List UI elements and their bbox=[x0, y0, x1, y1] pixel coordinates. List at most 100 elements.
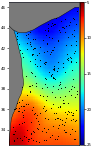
Point bbox=[55, 138, 56, 141]
Point bbox=[46, 42, 48, 45]
Point bbox=[71, 127, 72, 130]
Point bbox=[28, 85, 30, 87]
Point bbox=[69, 133, 71, 135]
Point bbox=[64, 120, 66, 123]
Point bbox=[23, 109, 24, 111]
Point bbox=[44, 127, 45, 130]
Point bbox=[32, 72, 33, 74]
Point bbox=[34, 38, 36, 41]
Point bbox=[29, 90, 31, 92]
Point bbox=[64, 129, 65, 132]
Point bbox=[35, 74, 36, 77]
Point bbox=[26, 94, 28, 96]
Point bbox=[44, 77, 46, 79]
Point bbox=[45, 139, 47, 141]
Point bbox=[47, 128, 48, 131]
Point bbox=[18, 42, 20, 45]
Point bbox=[56, 138, 58, 140]
Point bbox=[43, 51, 45, 53]
Point bbox=[31, 53, 33, 56]
Point bbox=[45, 61, 46, 63]
Point bbox=[70, 21, 71, 24]
Point bbox=[33, 47, 35, 49]
Point bbox=[34, 47, 35, 50]
Point bbox=[72, 78, 74, 81]
Point bbox=[29, 138, 30, 140]
Point bbox=[24, 105, 25, 108]
Point bbox=[70, 60, 72, 62]
Point bbox=[72, 118, 74, 120]
Point bbox=[63, 124, 65, 126]
Point bbox=[53, 46, 55, 48]
Point bbox=[30, 133, 31, 135]
Point bbox=[30, 71, 31, 73]
Point bbox=[75, 22, 77, 25]
Point bbox=[19, 110, 20, 113]
Point bbox=[35, 85, 36, 87]
Point bbox=[64, 18, 66, 20]
Point bbox=[51, 73, 53, 75]
Point bbox=[32, 139, 34, 141]
Point bbox=[39, 58, 40, 61]
Point bbox=[53, 66, 54, 69]
Point bbox=[58, 67, 59, 69]
Point bbox=[23, 135, 24, 138]
Point bbox=[27, 42, 28, 44]
Point bbox=[43, 105, 45, 107]
Point bbox=[36, 65, 38, 67]
Point bbox=[30, 91, 31, 93]
Point bbox=[34, 112, 36, 114]
Point bbox=[64, 31, 66, 33]
Point bbox=[22, 110, 23, 113]
Point bbox=[76, 10, 78, 13]
Point bbox=[57, 40, 58, 42]
Point bbox=[51, 37, 53, 39]
Point bbox=[32, 38, 34, 40]
Point bbox=[22, 56, 23, 58]
Point bbox=[54, 77, 56, 80]
Point bbox=[61, 123, 63, 125]
Point bbox=[46, 50, 48, 52]
Point bbox=[50, 25, 51, 27]
Point bbox=[29, 43, 31, 45]
Point bbox=[73, 112, 74, 114]
Point bbox=[73, 137, 75, 140]
Point bbox=[49, 136, 50, 138]
Point bbox=[62, 99, 64, 101]
Point bbox=[68, 24, 69, 26]
Point bbox=[53, 85, 54, 87]
Point bbox=[71, 33, 72, 36]
Point bbox=[18, 123, 20, 125]
Point bbox=[63, 101, 65, 104]
Point bbox=[54, 77, 55, 79]
Point bbox=[45, 34, 46, 36]
Point bbox=[65, 44, 66, 46]
Point bbox=[36, 54, 38, 56]
Point bbox=[47, 29, 49, 31]
Point bbox=[70, 110, 72, 113]
Point bbox=[45, 117, 46, 119]
Point bbox=[26, 48, 28, 50]
Point bbox=[65, 86, 66, 89]
Point bbox=[42, 38, 44, 41]
Point bbox=[56, 117, 58, 119]
Point bbox=[73, 35, 75, 37]
Point bbox=[51, 91, 52, 93]
Point bbox=[53, 68, 54, 71]
Point bbox=[70, 94, 71, 96]
Point bbox=[17, 137, 18, 139]
Point bbox=[17, 37, 18, 40]
Point bbox=[51, 48, 53, 51]
Point bbox=[45, 131, 47, 134]
Point bbox=[33, 131, 34, 133]
Point bbox=[30, 131, 32, 134]
Point bbox=[17, 32, 18, 34]
Point bbox=[36, 113, 38, 116]
Point bbox=[45, 109, 47, 112]
Point bbox=[59, 105, 60, 108]
Point bbox=[47, 86, 48, 89]
Point bbox=[62, 102, 63, 104]
Point bbox=[47, 27, 49, 30]
Point bbox=[60, 31, 61, 33]
Point bbox=[38, 141, 40, 143]
